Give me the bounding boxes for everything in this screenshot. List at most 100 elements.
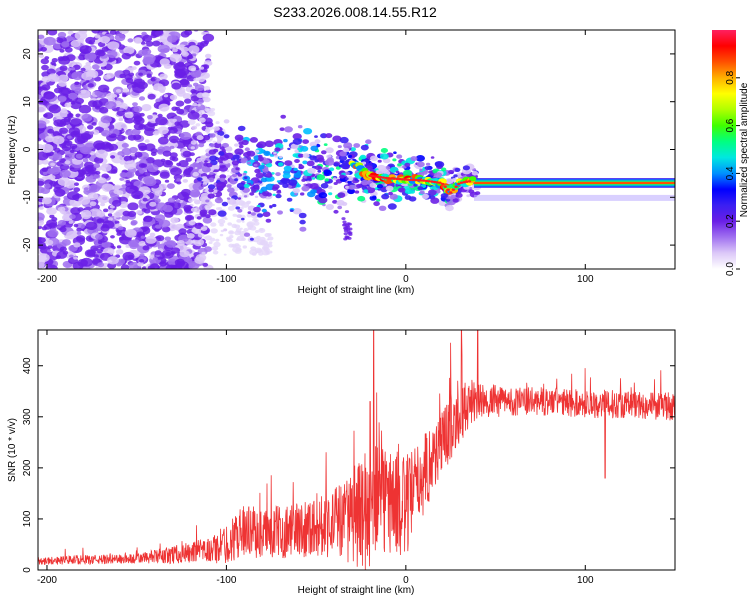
activity-blob xyxy=(299,226,307,232)
colorbar-tick-label: 0.2 xyxy=(725,214,736,228)
noise-blob xyxy=(238,195,242,198)
activity-blob xyxy=(417,186,424,191)
noise-blob xyxy=(38,127,45,134)
activity-blob xyxy=(296,184,301,188)
activity-blob xyxy=(335,166,341,170)
noise-blob xyxy=(192,102,198,107)
noise-blob xyxy=(58,74,69,83)
noise-blob xyxy=(125,77,134,84)
activity-blob xyxy=(236,214,242,219)
noise-blob xyxy=(186,233,195,239)
ridge-peak xyxy=(432,180,437,184)
noise-blob xyxy=(182,51,187,55)
noise-blob xyxy=(85,221,98,231)
activity-blob xyxy=(347,154,353,158)
noise-blob xyxy=(87,192,99,201)
noise-blob xyxy=(81,113,93,122)
activity-blob xyxy=(376,184,383,189)
activity-blob xyxy=(223,119,230,124)
activity-blob xyxy=(214,197,223,204)
noise-blob xyxy=(158,103,170,112)
noise-blob xyxy=(138,163,146,168)
noise-blob xyxy=(45,135,55,143)
activity-blob xyxy=(398,187,406,193)
activity-blob xyxy=(370,155,378,162)
noise-blob xyxy=(119,107,124,112)
noise-blob xyxy=(116,134,126,142)
noise-blob xyxy=(59,226,67,233)
noise-blob xyxy=(201,251,206,255)
noise-blob xyxy=(163,94,169,98)
activity-blob xyxy=(292,188,300,194)
activity-blob xyxy=(302,160,308,165)
colorbar-ticks: 0.0 0.2 0.4 0.6 0.8 xyxy=(725,70,740,276)
activity-blob xyxy=(253,163,258,167)
activity-blob xyxy=(471,171,479,176)
noise-blob xyxy=(266,238,270,241)
noise-blob xyxy=(140,235,146,239)
noise-blob xyxy=(154,198,161,203)
activity-blob xyxy=(445,178,454,185)
ridge-peak xyxy=(414,178,418,182)
noise-blob xyxy=(113,212,122,218)
noise-blob xyxy=(115,249,124,255)
noise-blob xyxy=(117,258,126,265)
noise-blob xyxy=(71,71,84,81)
noise-blob xyxy=(69,143,78,149)
noise-blob xyxy=(38,120,47,129)
activity-blob xyxy=(209,155,218,162)
noise-blob xyxy=(194,167,198,169)
activity-blob xyxy=(301,185,310,192)
noise-blob xyxy=(83,187,89,191)
noise-blob xyxy=(60,87,72,96)
noise-blob xyxy=(139,253,145,258)
activity-blob xyxy=(309,155,317,161)
noise-blob xyxy=(121,52,131,60)
noise-blob xyxy=(191,240,196,244)
noise-blob xyxy=(59,65,68,72)
noise-blob xyxy=(50,61,56,65)
noise-blob xyxy=(180,131,192,140)
noise-blob xyxy=(41,84,51,91)
activity-blob xyxy=(243,183,250,188)
noise-blob xyxy=(50,162,56,167)
activity-blob xyxy=(323,143,328,147)
activity-blob xyxy=(273,151,277,155)
activity-blob xyxy=(332,200,338,204)
ridge-peak xyxy=(392,177,396,180)
activity-blob xyxy=(350,147,356,152)
noise-blob xyxy=(79,45,92,54)
noise-blob xyxy=(78,104,92,114)
noise-blob xyxy=(176,178,181,182)
noise-blob xyxy=(57,31,67,38)
noise-blob xyxy=(190,219,194,222)
noise-blob xyxy=(119,177,125,181)
noise-blob xyxy=(211,246,219,251)
activity-blob xyxy=(294,159,300,163)
activity-blob xyxy=(435,161,445,168)
noise-blob xyxy=(45,264,58,269)
noise-blob xyxy=(187,84,193,88)
spectrogram-xlabel: Height of straight line (km) xyxy=(298,285,415,296)
noise-blob xyxy=(70,40,81,48)
noise-blob xyxy=(74,136,86,145)
noise-blob xyxy=(89,72,95,76)
activity-blob xyxy=(274,147,281,152)
activity-blob xyxy=(249,137,258,143)
noise-blob xyxy=(165,240,177,248)
noise-blob xyxy=(193,238,205,247)
activity-blob xyxy=(410,156,418,162)
activity-blob xyxy=(234,134,244,141)
activity-blob xyxy=(380,148,388,153)
ridge-peak xyxy=(387,177,391,180)
noise-blob xyxy=(145,235,157,244)
activity-blob xyxy=(276,180,281,183)
activity-blob xyxy=(317,169,322,173)
noise-blob xyxy=(202,216,213,224)
noise-blob xyxy=(38,260,45,269)
noise-blob xyxy=(95,149,108,159)
noise-blob xyxy=(160,158,166,162)
noise-blob xyxy=(178,160,189,168)
noise-blob xyxy=(174,68,183,75)
